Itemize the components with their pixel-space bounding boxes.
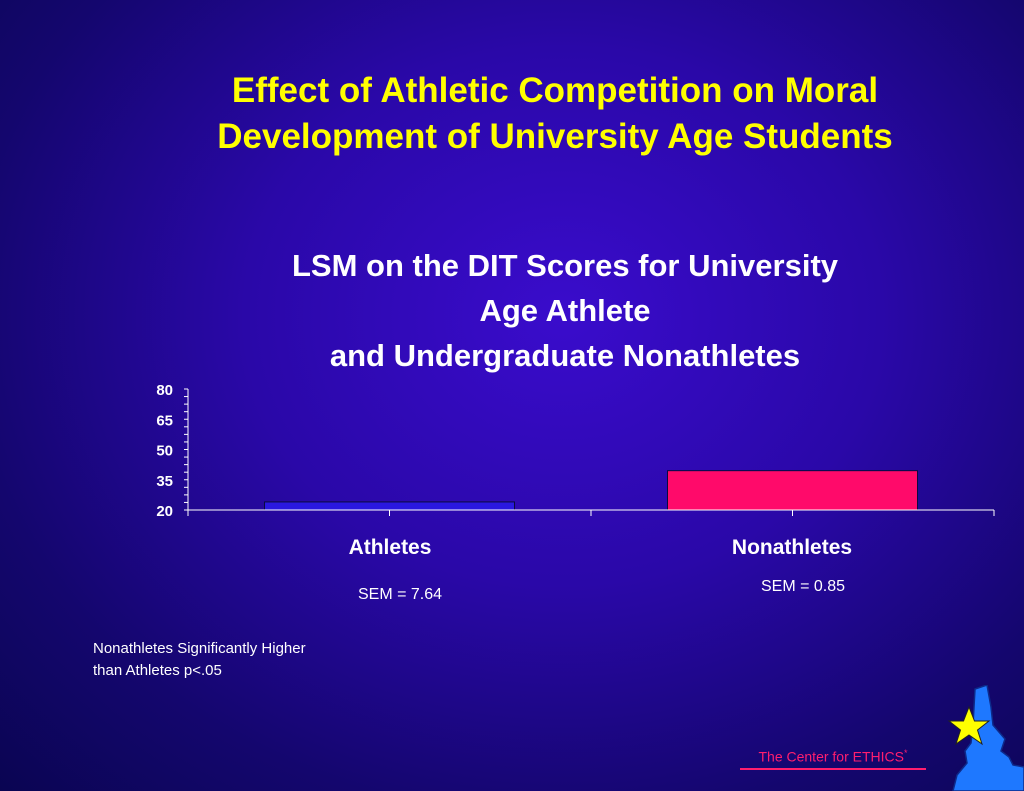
category-label-athletes: Athletes (348, 536, 432, 559)
idaho-star-logo-icon (947, 685, 1024, 791)
bar-nonathletes (667, 470, 918, 511)
y-tick-label: 80 (156, 382, 173, 399)
sem-label-nonathletes: SEM = 0.85 (760, 578, 846, 595)
significance-note-line-2: than Athletes p<.05 (93, 662, 222, 679)
slide-title-line-2: Development of University Age Students (217, 117, 893, 156)
chart-title-line-1: LSM on the DIT Scores for University (291, 248, 839, 283)
footer-credit: The Center for ETHICS* (740, 748, 926, 770)
significance-note-line-1: Nonathletes Significantly Higher (93, 640, 306, 657)
bar-athletes (264, 501, 515, 511)
y-tick-label: 65 (156, 412, 173, 429)
category-label-nonathletes: Nonathletes (731, 536, 853, 559)
y-tick-label: 50 (156, 443, 173, 460)
chart-title-line-3: and Undergraduate Nonathletes (329, 338, 801, 373)
significance-note: Nonathletes Significantly Higher than At… (93, 638, 393, 682)
y-tick-label: 20 (156, 503, 173, 520)
chart-title-line-2: Age Athlete (479, 293, 651, 328)
sem-label-athletes: SEM = 7.64 (357, 586, 443, 603)
footer-asterisk: * (903, 748, 908, 758)
chart-title: LSM on the DIT Scores for University Age… (215, 243, 915, 378)
slide-title-line-1: Effect of Athletic Competition on Moral (231, 71, 879, 110)
y-tick-label: 35 (156, 473, 173, 490)
slide-title: Effect of Athletic Competition on Moral … (130, 68, 980, 160)
footer-text: The Center for ETHICS (758, 748, 904, 765)
